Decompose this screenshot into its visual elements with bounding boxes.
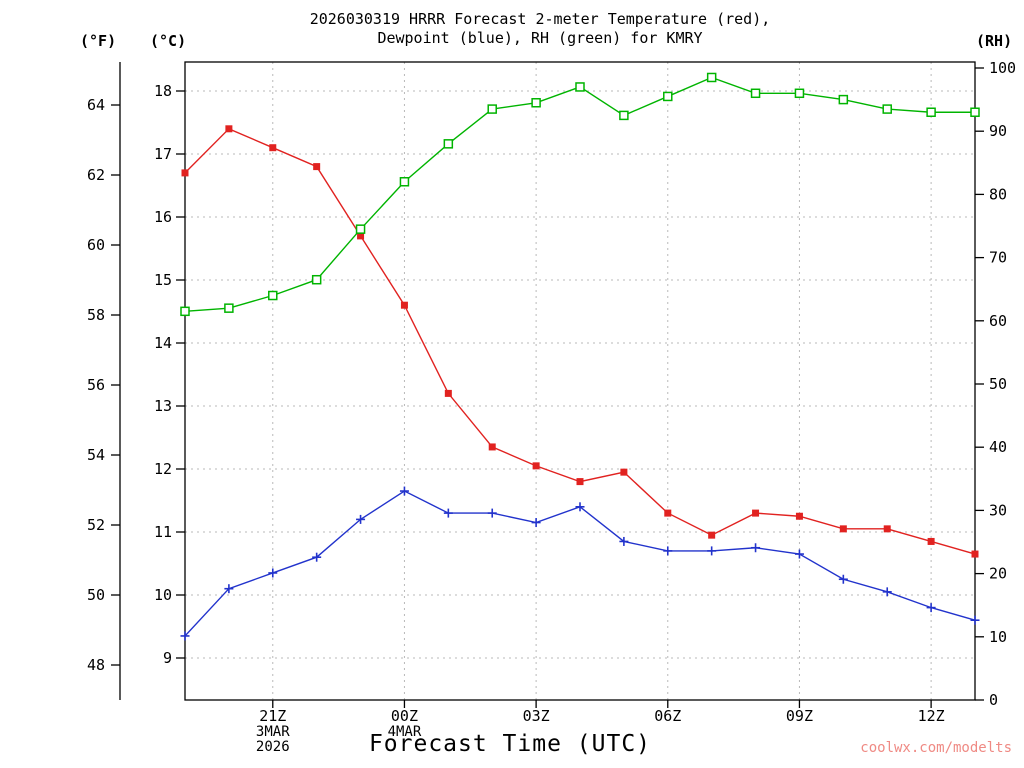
svg-text:100: 100 <box>989 59 1016 77</box>
celsius-axis-label: (°C) <box>150 32 187 50</box>
svg-text:18: 18 <box>154 82 172 100</box>
svg-text:03Z: 03Z <box>523 707 550 725</box>
svg-text:3MAR: 3MAR <box>256 724 290 740</box>
svg-text:0: 0 <box>989 691 998 709</box>
svg-text:20: 20 <box>989 565 1007 583</box>
svg-text:2026: 2026 <box>256 739 290 755</box>
chart-title: 2026030319 HRRR Forecast 2-meter Tempera… <box>70 10 1010 48</box>
fahrenheit-axis-label: (°F) <box>80 32 117 50</box>
svg-text:30: 30 <box>989 501 1007 519</box>
svg-text:06Z: 06Z <box>654 707 681 725</box>
svg-text:80: 80 <box>989 185 1007 203</box>
svg-text:21Z: 21Z <box>259 707 286 725</box>
svg-text:10: 10 <box>154 586 172 604</box>
svg-text:40: 40 <box>989 438 1007 456</box>
svg-text:9: 9 <box>163 649 172 667</box>
svg-text:52: 52 <box>87 516 105 534</box>
rh-axis-label: (RH) <box>976 32 1013 50</box>
svg-text:56: 56 <box>87 376 105 394</box>
svg-text:17: 17 <box>154 145 172 163</box>
svg-text:15: 15 <box>154 271 172 289</box>
svg-text:10: 10 <box>989 628 1007 646</box>
svg-text:62: 62 <box>87 166 105 184</box>
svg-text:60: 60 <box>87 236 105 254</box>
svg-text:64: 64 <box>87 96 105 114</box>
svg-text:16: 16 <box>154 208 172 226</box>
svg-text:13: 13 <box>154 397 172 415</box>
svg-text:12Z: 12Z <box>918 707 945 725</box>
svg-text:50: 50 <box>87 586 105 604</box>
svg-text:50: 50 <box>989 375 1007 393</box>
svg-text:54: 54 <box>87 446 105 464</box>
svg-text:90: 90 <box>989 122 1007 140</box>
svg-text:11: 11 <box>154 523 172 541</box>
watermark-link[interactable]: coolwx.com/modelts <box>860 740 1012 756</box>
svg-text:48: 48 <box>87 656 105 674</box>
svg-text:12: 12 <box>154 460 172 478</box>
chart-title-line2: Dewpoint (blue), RH (green) for KMRY <box>377 29 703 47</box>
svg-text:58: 58 <box>87 306 105 324</box>
x-axis-title: Forecast Time (UTC) <box>368 731 652 757</box>
chart-title-line1: 2026030319 HRRR Forecast 2-meter Tempera… <box>309 10 771 28</box>
svg-text:00Z: 00Z <box>391 707 418 725</box>
svg-text:60: 60 <box>989 312 1007 330</box>
svg-text:09Z: 09Z <box>786 707 813 725</box>
svg-text:14: 14 <box>154 334 172 352</box>
svg-text:4MAR: 4MAR <box>388 724 422 740</box>
svg-text:70: 70 <box>989 249 1007 267</box>
